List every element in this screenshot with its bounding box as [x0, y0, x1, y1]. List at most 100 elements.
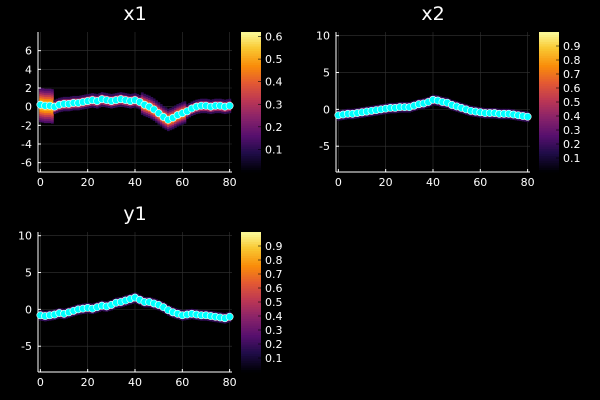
heatmap-cell — [164, 125, 168, 128]
colorbar-segment — [241, 120, 261, 124]
heatmap-cell — [171, 106, 175, 110]
colorbar-segment — [539, 144, 559, 147]
heatmap-cell — [174, 308, 177, 311]
heatmap-cell — [60, 308, 64, 311]
heatmap-cell — [39, 87, 42, 91]
subplot-title: x1 — [123, 3, 146, 25]
heatmap-cell — [43, 108, 47, 112]
heatmap-cell — [486, 116, 489, 119]
heatmap-cell — [197, 101, 201, 104]
heatmap-cell — [427, 105, 430, 108]
heatmap-cell — [162, 310, 165, 313]
y-tick-label: -2 — [21, 119, 32, 132]
heatmap-cell — [46, 94, 50, 98]
heatmap-cell — [214, 98, 218, 102]
heatmap-cell — [152, 116, 156, 119]
heatmap-cell — [117, 297, 121, 300]
heatmap-cell — [221, 101, 225, 104]
heatmap-cell — [162, 125, 165, 129]
heatmap-cell — [377, 112, 381, 116]
x-tick-label: 0 — [37, 176, 44, 189]
heatmap-cell — [93, 93, 97, 96]
colorbar-segment — [241, 39, 261, 42]
heatmap-cell — [121, 104, 125, 108]
heatmap-cell — [419, 98, 423, 102]
colorbar-tick-label: 0.3 — [265, 324, 283, 337]
colorbar-segment — [241, 257, 261, 261]
heatmap-cell — [155, 100, 158, 103]
colorbar-segment — [241, 50, 261, 54]
colorbar-tick-label: 0.9 — [265, 240, 283, 253]
heatmap-cell — [159, 122, 163, 125]
heatmap-cell — [195, 109, 199, 113]
colorbar-segment — [241, 248, 261, 252]
heatmap-cell — [169, 123, 173, 127]
heatmap-cell — [228, 108, 232, 112]
heatmap-cell — [69, 108, 73, 111]
heatmap-cell — [103, 94, 106, 98]
heatmap-cell — [403, 110, 407, 113]
heatmap-cell — [372, 105, 376, 108]
heatmap-cell — [65, 96, 68, 100]
colorbar-tick-label: 0.3 — [563, 124, 581, 137]
heatmap-cell — [39, 91, 42, 95]
heatmap-cell — [524, 111, 527, 114]
colorbar-segment — [241, 55, 261, 59]
x-tick-label: 0 — [37, 376, 44, 389]
heatmap-cell — [211, 101, 215, 104]
heatmap-cell — [148, 95, 151, 99]
heatmap-cell — [221, 109, 225, 112]
x-tick-label: 20 — [379, 176, 393, 189]
colorbar-segment — [241, 278, 261, 282]
heatmap-cell — [112, 105, 116, 108]
y-tick-label: 0 — [25, 101, 32, 114]
colorbar-segment — [241, 327, 261, 331]
colorbar-segment — [539, 95, 559, 98]
colorbar-segment — [539, 104, 559, 108]
heatmap-cell — [209, 111, 213, 115]
heatmap-cell — [43, 319, 47, 322]
heatmap-cell — [145, 98, 149, 102]
colorbar-tick-label: 0.3 — [265, 98, 283, 111]
heatmap-cell — [204, 110, 208, 114]
heatmap-cell — [192, 112, 196, 115]
colorbar-segment — [539, 99, 559, 103]
colorbar-segment — [241, 269, 261, 273]
heatmap-cell — [48, 108, 52, 112]
x-tick-label: 40 — [128, 376, 142, 389]
y-tick-label: 2 — [25, 82, 32, 95]
colorbar-segment — [241, 365, 261, 368]
heatmap-cell — [490, 116, 494, 119]
colorbar-segment — [241, 111, 261, 115]
colorbar-segment — [539, 43, 559, 47]
heatmap-cell — [467, 113, 471, 116]
colorbar-segment — [241, 232, 261, 235]
heatmap-cell — [100, 308, 104, 312]
heatmap-cell — [197, 309, 201, 313]
heatmap-cell — [112, 93, 116, 96]
heatmap-cell — [152, 98, 156, 101]
heatmap-cell — [181, 122, 184, 125]
colorbar-segment — [539, 48, 559, 52]
colorbar-segment — [241, 134, 261, 138]
heatmap-cell — [107, 308, 111, 312]
heatmap-cell — [457, 110, 461, 113]
colorbar: 0.10.20.30.40.50.60.70.80.9 — [241, 232, 283, 373]
heatmap-cell — [176, 120, 180, 123]
heatmap-cell — [69, 96, 73, 99]
colorbar-segment — [241, 160, 261, 164]
heatmap-cell — [105, 309, 109, 312]
heatmap-cell — [207, 109, 210, 112]
colorbar-segment — [539, 158, 559, 161]
heatmap-cell — [519, 118, 523, 122]
colorbar-segment — [241, 151, 261, 154]
heatmap-cell — [103, 309, 106, 312]
x-tick-label: 80 — [223, 376, 237, 389]
heatmap-cell — [39, 107, 42, 111]
heatmap-cell — [129, 302, 132, 305]
heatmap-cell — [176, 122, 180, 125]
colorbar-tick-label: 0.7 — [563, 68, 581, 81]
heatmap-cell — [84, 106, 87, 109]
heatmap-cell — [51, 93, 54, 96]
heatmap-cell — [51, 121, 54, 124]
